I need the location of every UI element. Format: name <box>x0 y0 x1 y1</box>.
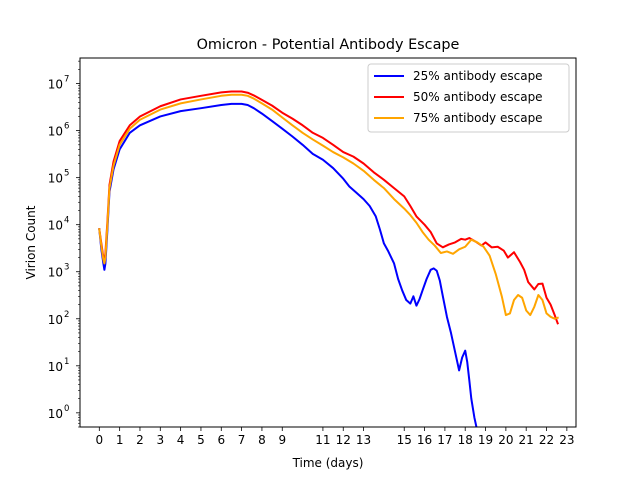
x-tick-label: 12 <box>336 433 351 447</box>
x-tick-label: 13 <box>356 433 371 447</box>
y-tick-label: 10 <box>48 219 63 233</box>
y-axis-label: Virion Count <box>24 205 38 279</box>
x-tick-label: 2 <box>136 433 144 447</box>
x-tick-label: 15 <box>397 433 412 447</box>
x-tick-label: 16 <box>417 433 432 447</box>
chart-title: Omicron - Potential Antibody Escape <box>197 37 460 53</box>
axes-frame <box>79 57 577 428</box>
y-tick-label: 10 <box>48 172 63 186</box>
x-tick-label: 20 <box>498 433 513 447</box>
x-tick-label: 18 <box>458 433 473 447</box>
x-axis-label: Time (days) <box>292 456 364 470</box>
y-tick-label: 10 <box>48 78 63 92</box>
x-tick-label: 6 <box>217 433 225 447</box>
y-tick-exponent: 0 <box>64 404 69 414</box>
legend-label-75: 75% antibody escape <box>413 111 543 125</box>
legend-label-25: 25% antibody escape <box>413 69 543 83</box>
x-tick-label: 7 <box>238 433 246 447</box>
series-line-1 <box>98 90 559 325</box>
x-tick-label: 0 <box>95 433 103 447</box>
y-tick-label: 10 <box>48 313 63 327</box>
y-tick-exponent: 6 <box>64 122 69 132</box>
x-tick-label: 9 <box>278 433 286 447</box>
y-tick-exponent: 3 <box>64 263 69 273</box>
y-tick-exponent: 1 <box>64 357 69 367</box>
x-tick-label: 11 <box>315 433 330 447</box>
x-tick-label: 21 <box>519 433 534 447</box>
y-tick-label: 10 <box>48 125 63 139</box>
series-line-2 <box>98 93 559 320</box>
y-tick-exponent: 2 <box>64 310 69 320</box>
x-tick-label: 23 <box>559 433 574 447</box>
y-tick-label: 10 <box>48 360 63 374</box>
legend-frame <box>367 63 570 133</box>
series-line-0 <box>98 102 478 427</box>
x-tick-label: 22 <box>539 433 554 447</box>
x-axis: 0 1 2 3 4 5 6 7 8 9 11 12 13 15 16 17 18 19 20 21 22 23 <box>95 427 574 447</box>
legend: 25% antibody escape 50% antibody escape … <box>367 63 570 133</box>
x-tick-label: 3 <box>156 433 164 447</box>
x-tick-label: 17 <box>437 433 452 447</box>
plot-area <box>98 90 559 427</box>
y-tick-exponent: 4 <box>64 216 69 226</box>
legend-label-50: 50% antibody escape <box>413 90 543 104</box>
x-tick-label: 5 <box>197 433 205 447</box>
x-tick-label: 4 <box>177 433 185 447</box>
x-tick-label: 19 <box>478 433 493 447</box>
x-tick-label: 1 <box>116 433 124 447</box>
y-tick-exponent: 7 <box>64 75 69 85</box>
y-tick-exponent: 5 <box>64 169 69 179</box>
x-tick-label: 8 <box>258 433 266 447</box>
y-tick-label: 10 <box>48 266 63 280</box>
y-tick-label: 10 <box>48 407 63 421</box>
